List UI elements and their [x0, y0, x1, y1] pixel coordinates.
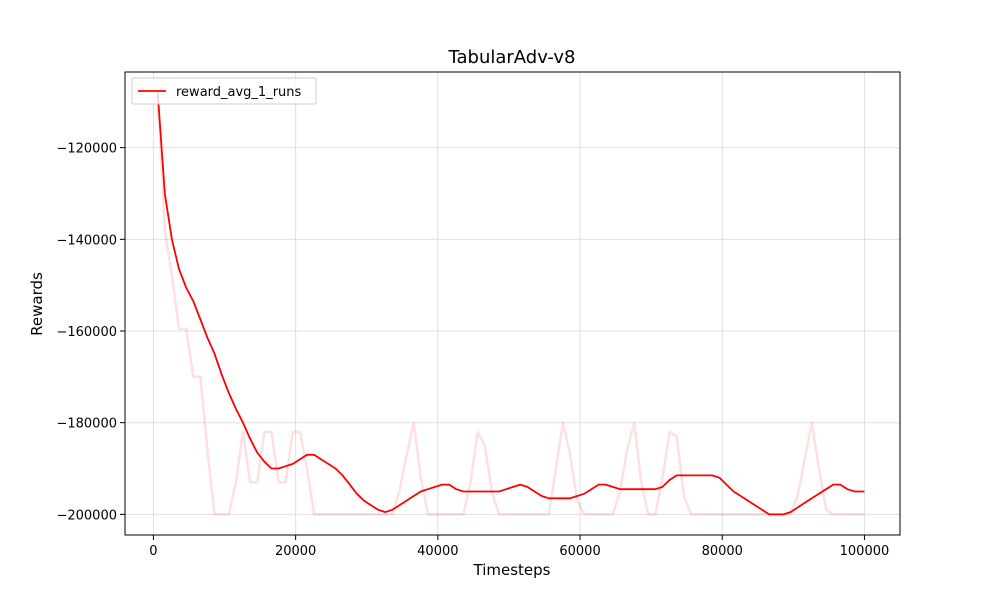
y-tick-label: −180000: [56, 417, 117, 432]
y-tick-label: −140000: [56, 233, 117, 248]
y-tick-label: −160000: [56, 325, 117, 340]
legend-box: [131, 77, 317, 105]
y-tick-label: −120000: [56, 142, 117, 157]
x-axis: 0 20000 40000 60000 80000 100000: [149, 535, 889, 559]
chart-title: TabularAdv-v8: [447, 47, 575, 68]
legend: reward_avg_1_runs: [131, 77, 317, 105]
y-axis: −200000 −180000 −160000 −140000 −120000: [56, 142, 125, 523]
y-tick-label: −200000: [56, 508, 117, 523]
x-tick-label: 40000: [417, 544, 458, 559]
x-axis-label: Timesteps: [473, 561, 551, 579]
series-layer: [156, 92, 865, 516]
x-tick-label: 0: [149, 544, 157, 559]
x-tick-label: 60000: [559, 544, 600, 559]
series-line-reward-avg: [156, 92, 865, 516]
x-tick-label: 100000: [840, 544, 890, 559]
x-tick-label: 80000: [702, 544, 743, 559]
y-axis-label: Rewards: [28, 272, 46, 336]
x-tick-label: 20000: [275, 544, 316, 559]
plot-frame: [124, 71, 901, 536]
legend-label: reward_avg_1_runs: [176, 85, 302, 100]
series-line-raw: [156, 92, 865, 516]
